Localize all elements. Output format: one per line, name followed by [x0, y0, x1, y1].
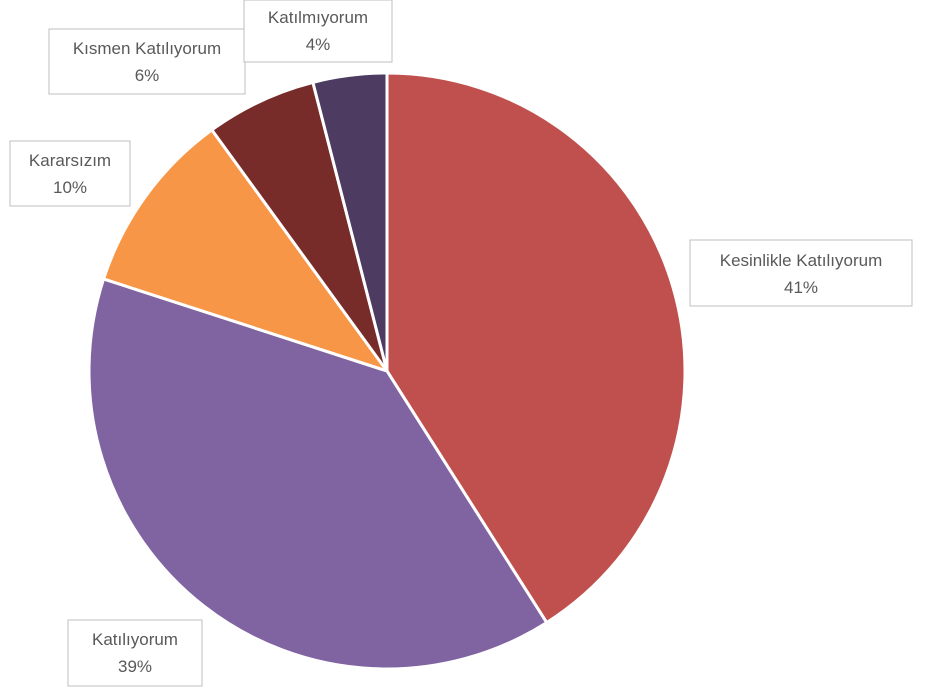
pie-slice-katilmiyorum	[311, 71, 389, 373]
label-box-katilmiyorum	[243, 0, 393, 63]
label-box-katiliyorum	[67, 619, 203, 687]
slice-label-kesinlikle-katiliyorum: Kesinlikle Katılıyorum	[720, 251, 883, 270]
label-box-kararsizim	[9, 140, 131, 207]
label-katilmiyorum: Katılmıyorum 4%	[243, 0, 393, 63]
label-kararsizim: Kararsızım 10%	[9, 140, 131, 207]
slice-label-kismen-katiliyorum: Kısmen Katılıyorum	[73, 39, 221, 58]
slice-value-kismen-katiliyorum: 6%	[135, 66, 160, 85]
slice-label-katilmiyorum: Katılmıyorum	[268, 8, 368, 27]
label-box-kesinlikle-katiliyorum	[689, 239, 913, 307]
slice-value-katilmiyorum: 4%	[306, 35, 331, 54]
slice-label-katiliyorum: Katılıyorum	[92, 630, 178, 649]
slice-value-katiliyorum: 39%	[118, 657, 152, 676]
pie-slice-kesinlikle-katiliyorum	[385, 71, 687, 625]
pie-slices	[87, 71, 687, 671]
label-katiliyorum: Katılıyorum 39%	[67, 619, 203, 687]
pie-slice-katiliyorum	[87, 277, 549, 671]
slice-label-kararsizim: Kararsızım	[29, 151, 111, 170]
label-kismen-katiliyorum: Kısmen Katılıyorum 6%	[48, 28, 246, 95]
pie-labels: Kesinlikle Katılıyorum 41% Katılıyorum 3…	[9, 0, 913, 687]
slice-value-kararsizim: 10%	[53, 178, 87, 197]
slice-value-kesinlikle-katiliyorum: 41%	[784, 278, 818, 297]
pie-slice-kararsizim	[102, 128, 389, 373]
label-kesinlikle-katiliyorum: Kesinlikle Katılıyorum 41%	[689, 239, 913, 307]
